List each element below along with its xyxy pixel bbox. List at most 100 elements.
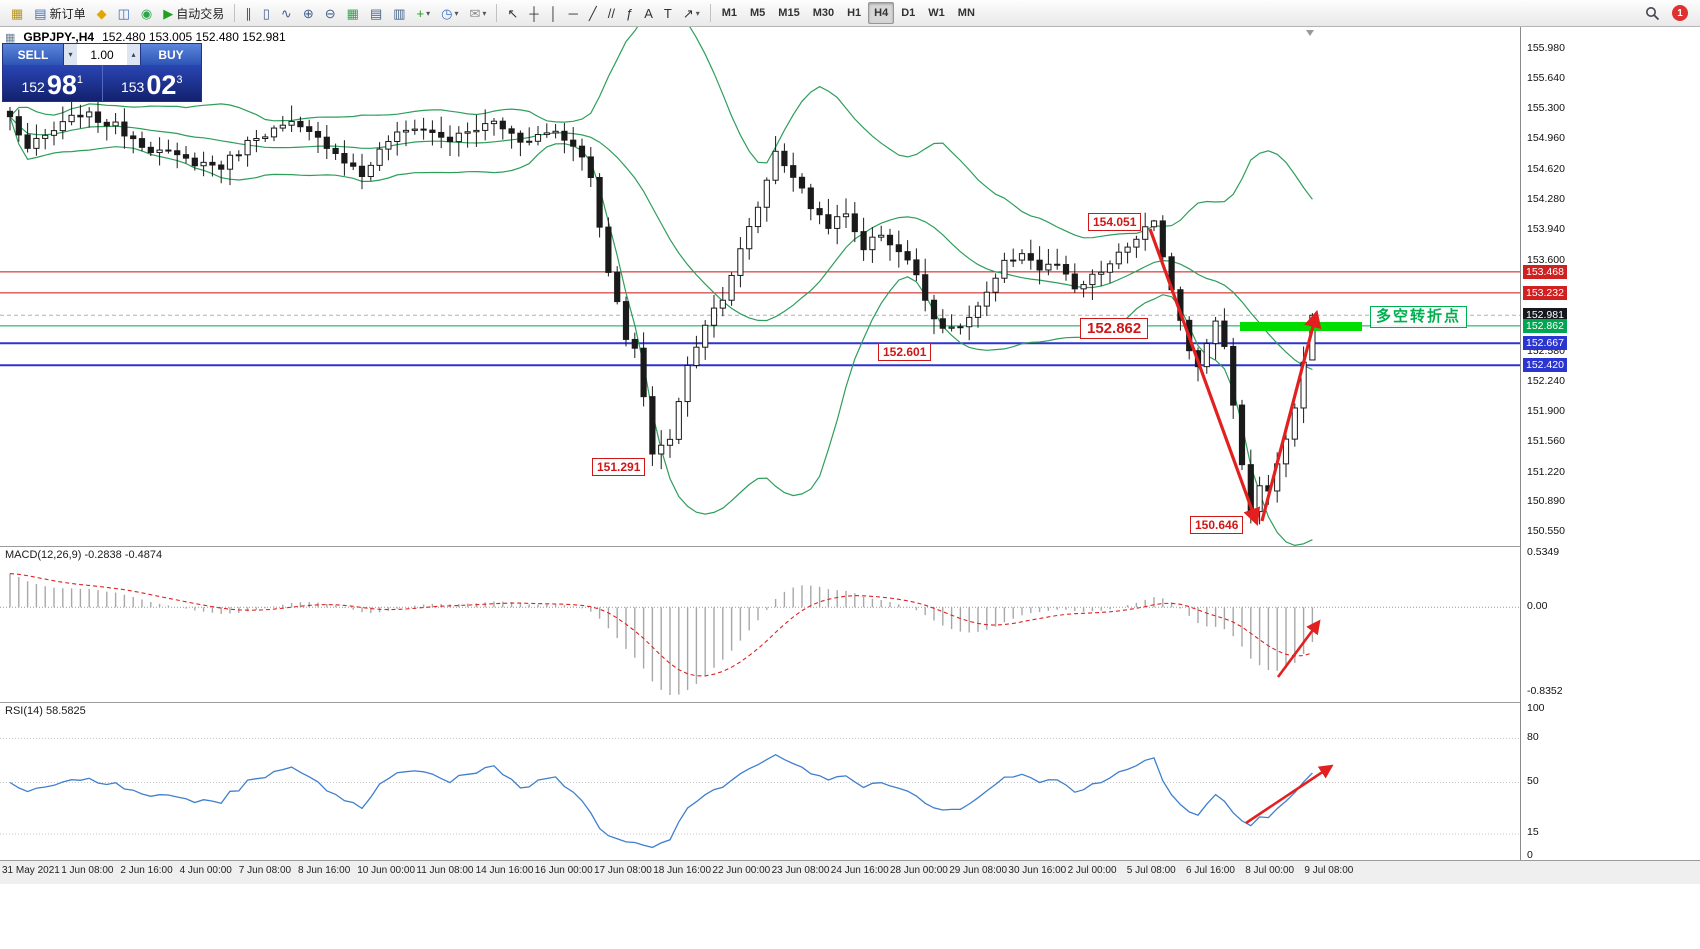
candlestick-chart-icon[interactable]: ▯	[258, 2, 275, 24]
price-annotation-152.601[interactable]: 152.601	[878, 343, 932, 361]
crosshair-icon-glyph: ┼	[529, 5, 539, 21]
shapes-button[interactable]: ↗ ▾	[678, 2, 705, 24]
navigator-icon[interactable]: ◉	[136, 2, 157, 24]
line-chart-icon[interactable]: ∿	[276, 2, 297, 24]
tf-m1-button[interactable]: M1	[721, 7, 738, 19]
autotrading-button[interactable]: ▶ 自动交易	[158, 2, 229, 24]
bid-prefix: 152	[21, 79, 45, 95]
separator-1	[234, 4, 236, 22]
price-annotation-150.646[interactable]: 150.646	[1190, 516, 1244, 534]
profile-charts-icon[interactable]: ▤	[365, 2, 387, 24]
notification-badge[interactable]: 1	[1672, 5, 1688, 21]
add-indicator-button-dropdown-arrow: ▾	[426, 8, 431, 18]
price-divider	[101, 65, 103, 101]
navigator-icon-glyph: ◉	[140, 5, 153, 21]
price-badge-152.667: 152.667	[1523, 336, 1567, 351]
price-annotation-151.291[interactable]: 151.291	[592, 458, 646, 476]
tf-h4-button[interactable]: H4	[868, 2, 895, 24]
tf-m5-button[interactable]: M5	[750, 7, 766, 19]
time-label-20: 6 Jul 16:00	[1186, 865, 1235, 876]
tf-m15-button[interactable]: M15	[778, 7, 800, 19]
ask-price[interactable]: 153 02 3	[103, 65, 202, 101]
template-button-dropdown-arrow: ▾	[482, 8, 487, 18]
price-badge-153.468: 153.468	[1523, 264, 1567, 279]
price-tick-151.220: 151.220	[1527, 465, 1565, 478]
template-button[interactable]: ✉ ▾	[465, 2, 492, 24]
horizontal-line-icon[interactable]: ─	[564, 2, 583, 24]
chart-icon: ▦	[5, 31, 16, 44]
data-window-icon[interactable]: ◫	[113, 2, 135, 24]
price-tick-155.640: 155.640	[1527, 71, 1565, 84]
tf-m30-button[interactable]: M30	[812, 7, 835, 19]
candlestick-chart[interactable]	[0, 27, 1520, 546]
price-badge-153.232: 153.232	[1523, 285, 1567, 300]
zoom-out-icon[interactable]: ⊖	[320, 2, 341, 24]
new-order-button-label: 新订单	[49, 6, 86, 21]
cursor-icon[interactable]: ↖	[502, 2, 523, 24]
note-label-turning-point[interactable]: 多空转折点	[1370, 306, 1468, 328]
time-label-14: 24 Jun 16:00	[830, 865, 889, 876]
shapes-button-dropdown-arrow: ▾	[695, 8, 700, 18]
channel-icon[interactable]: //	[603, 2, 620, 24]
time-label-17: 30 Jun 16:00	[1008, 865, 1067, 876]
price-tick-151.900: 151.900	[1527, 405, 1565, 418]
new-order-button[interactable]: ▤ 新订单	[29, 2, 90, 24]
main-chart-pane[interactable]: ▦ GBPJPY-,H4 152.480 153.005 152.480 152…	[0, 27, 1520, 546]
price-annotation-152.862[interactable]: 152.862	[1080, 318, 1149, 339]
bid-price[interactable]: 152 98 1	[3, 65, 102, 101]
ohlc-bars-icon[interactable]: ∥	[240, 2, 257, 24]
price-annotation-154.051[interactable]: 154.051	[1088, 213, 1142, 231]
vertical-line-icon[interactable]: │	[545, 2, 563, 24]
trendline-icon-glyph: ╱	[588, 5, 597, 21]
sell-button[interactable]: SELL	[3, 44, 63, 65]
tile-windows-icon[interactable]: ▦	[342, 2, 364, 24]
tf-w1-button[interactable]: W1	[928, 7, 945, 19]
chart-window-icon-glyph: ▦	[11, 5, 24, 21]
macd-header: MACD(12,26,9) -0.2838 -0.4874	[5, 549, 163, 561]
tf-d1-button[interactable]: D1	[901, 7, 916, 19]
add-indicator-button[interactable]: + ▾	[412, 2, 436, 24]
text-label-icon[interactable]: T	[659, 2, 677, 24]
rsi-scale-80: 80	[1527, 730, 1539, 743]
text-icon[interactable]: A	[639, 2, 658, 24]
volume-decrease-button[interactable]: ▾	[64, 44, 77, 65]
zoom-in-icon[interactable]: ⊕	[298, 2, 319, 24]
period-button-dropdown-arrow: ▾	[454, 8, 459, 18]
fibonacci-icon[interactable]: ƒ	[621, 2, 638, 24]
time-label-1: 1 Jun 08:00	[61, 865, 114, 876]
price-tick-153.600: 153.600	[1527, 253, 1565, 266]
time-label-10: 17 Jun 08:00	[594, 865, 652, 876]
ohlc-bars-icon-glyph: ∥	[245, 5, 252, 21]
period-button[interactable]: ◷ ▾	[436, 2, 463, 24]
time-label-5: 8 Jun 16:00	[298, 865, 351, 876]
rsi-indicator-pane[interactable]: RSI(14) 58.5825	[0, 702, 1520, 860]
crosshair-icon[interactable]: ┼	[524, 2, 543, 24]
rsi-chart[interactable]	[0, 703, 1520, 860]
bid-big-digits: 98	[46, 70, 77, 100]
volume-increase-button[interactable]: ▴	[127, 44, 140, 65]
price-axis[interactable]: 155.980 155.640 155.300 154.960 154.620 154.2…	[1520, 27, 1700, 861]
macd-chart[interactable]	[0, 547, 1520, 702]
time-label-3: 4 Jun 00:00	[179, 865, 232, 876]
buy-button[interactable]: BUY	[141, 44, 201, 65]
market-watch-icon[interactable]: ◆	[92, 2, 112, 24]
volume-input[interactable]: 1.00	[90, 47, 114, 62]
price-tick-154.620: 154.620	[1527, 162, 1565, 175]
macd-scale-0.00: 0.00	[1527, 599, 1548, 612]
tf-h1-button[interactable]: H1	[847, 7, 862, 19]
trendline-icon[interactable]: ╱	[584, 2, 602, 24]
time-axis[interactable]: 31 May 2021 1 Jun 08:00 2 Jun 16:00 4 Jun 0…	[0, 860, 1700, 884]
macd-indicator-pane[interactable]: MACD(12,26,9) -0.2838 -0.4874	[0, 546, 1520, 702]
tf-mn-button[interactable]: MN	[957, 7, 975, 19]
zoom-in-icon-glyph: ⊕	[302, 5, 314, 21]
time-label-12: 22 Jun 00:00	[712, 865, 771, 876]
ask-prefix: 153	[120, 79, 145, 95]
profile-charts-icon-glyph: ▤	[369, 5, 383, 21]
ask-pip-digit: 3	[176, 74, 183, 86]
time-label-11: 18 Jun 16:00	[653, 865, 712, 876]
price-badge-152.862: 152.862	[1523, 318, 1567, 333]
search-button[interactable]	[1640, 2, 1665, 24]
arrange-charts-icon[interactable]: ▥	[388, 2, 410, 24]
chart-window-icon[interactable]: ▦	[6, 2, 28, 24]
